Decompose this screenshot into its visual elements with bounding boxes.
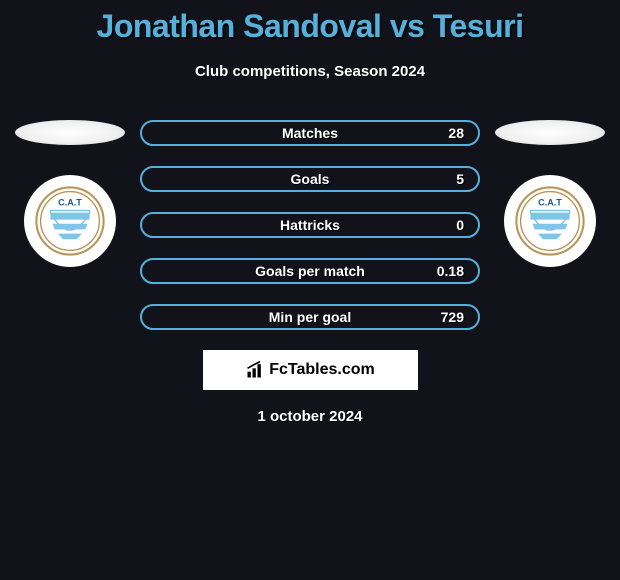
svg-text:C.A.T: C.A.T: [538, 198, 562, 208]
season-subtitle: Club competitions, Season 2024: [0, 63, 620, 80]
club-crest-icon: C.A.T: [515, 186, 585, 256]
stat-row-hattricks: Hattricks 0: [140, 212, 480, 238]
stat-label: Goals: [291, 171, 330, 187]
stat-row-min-per-goal: Min per goal 729: [140, 304, 480, 330]
stat-label: Min per goal: [269, 309, 351, 325]
player-left-column: C.A.T: [10, 120, 130, 330]
chart-icon: [245, 360, 265, 380]
watermark-box: FcTables.com: [203, 350, 418, 390]
club-badge-right: C.A.T: [504, 175, 596, 267]
svg-text:C.A.T: C.A.T: [58, 198, 82, 208]
stat-right-value: 729: [441, 309, 464, 325]
comparison-content: C.A.T Matches 28 Goals 5 Hattricks 0 Goa…: [0, 120, 620, 330]
stat-label: Matches: [282, 125, 338, 141]
player-right-photo: [495, 120, 605, 145]
stat-right-value: 0: [456, 217, 464, 233]
stat-row-goals-per-match: Goals per match 0.18: [140, 258, 480, 284]
club-crest-icon: C.A.T: [35, 186, 105, 256]
stat-row-matches: Matches 28: [140, 120, 480, 146]
stats-column: Matches 28 Goals 5 Hattricks 0 Goals per…: [140, 120, 480, 330]
stat-right-value: 0.18: [437, 263, 464, 279]
club-badge-left: C.A.T: [24, 175, 116, 267]
date-footer: 1 october 2024: [0, 408, 620, 425]
stat-label: Goals per match: [255, 263, 365, 279]
stat-label: Hattricks: [280, 217, 340, 233]
comparison-title: Jonathan Sandoval vs Tesuri: [0, 8, 620, 45]
stat-right-value: 28: [448, 125, 464, 141]
stat-row-goals: Goals 5: [140, 166, 480, 192]
player-left-photo: [15, 120, 125, 145]
stat-right-value: 5: [456, 171, 464, 187]
watermark-text: FcTables.com: [269, 361, 375, 379]
player-right-column: C.A.T: [490, 120, 610, 330]
